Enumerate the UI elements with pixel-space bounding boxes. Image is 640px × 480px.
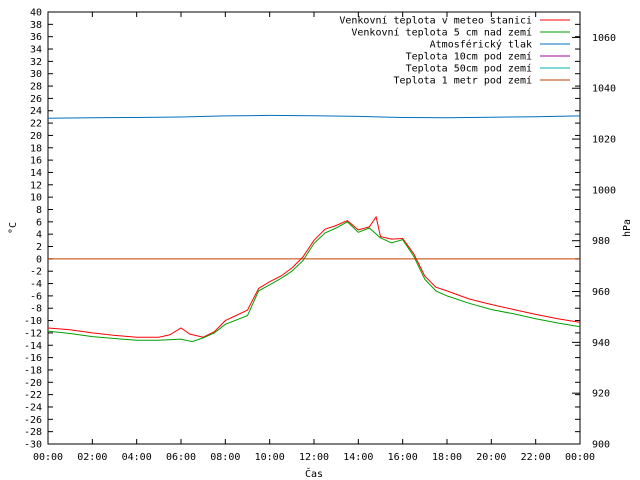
y-tick-label: 4 [36, 230, 42, 241]
x-tick-label: 14:00 [343, 452, 373, 463]
y2-tick-label: 980 [592, 236, 610, 247]
x-tick-label: 18:00 [432, 452, 462, 463]
y-tick-label: -8 [30, 304, 42, 315]
y-tick-label: -20 [24, 378, 42, 389]
y-tick-label: -30 [24, 440, 42, 451]
x-tick-label: 20:00 [476, 452, 506, 463]
y-tick-label: 8 [36, 205, 42, 216]
y-tick-label: -14 [24, 341, 42, 352]
x-tick-label: 10:00 [255, 452, 285, 463]
x-tick-label: 00:00 [565, 452, 595, 463]
y2-tick-label: 900 [592, 440, 610, 451]
x-tick-label: 22:00 [521, 452, 551, 463]
y-tick-label: 38 [30, 20, 42, 31]
y2-tick-label: 1040 [592, 84, 616, 95]
y-tick-label: 14 [30, 168, 42, 179]
y-tick-label: -10 [24, 316, 42, 327]
x-tick-label: 00:00 [33, 452, 63, 463]
x-axis: 00:00 02:00 04:00 06:00 08:00 10:00 12:00 14:00… [33, 12, 595, 463]
y-tick-label: 32 [30, 57, 42, 68]
y-tick-label: 10 [30, 193, 42, 204]
x-tick-label: 16:00 [388, 452, 418, 463]
series-line [47, 221, 581, 343]
y-tick-label: -12 [24, 328, 42, 339]
y-tick-label: 0 [36, 254, 42, 265]
x-tick-label: 04:00 [122, 452, 152, 463]
y2-tick-label: 920 [592, 389, 610, 400]
legend-label: Teplota 1 metr pod zemí [394, 75, 532, 87]
y2-tick-label: 940 [592, 338, 610, 349]
y-tick-label: 34 [30, 45, 42, 56]
y-tick-label: 30 [30, 69, 42, 80]
x-tick-label: 08:00 [210, 452, 240, 463]
y-tick-label: 20 [30, 131, 42, 142]
y-tick-label: 12 [30, 180, 42, 191]
y-tick-label: -24 [24, 402, 42, 413]
y-tick-label: 18 [30, 143, 42, 154]
y-tick-label: -4 [30, 279, 42, 290]
y-tick-label: 28 [30, 82, 42, 93]
y-tick-label: -16 [24, 353, 42, 364]
y2-tick-label: 1000 [592, 185, 616, 196]
series-line [47, 215, 581, 338]
y2-tick-label: 960 [592, 287, 610, 298]
x-tick-label: 02:00 [77, 452, 107, 463]
y-tick-label: 40 [30, 8, 42, 19]
y2-axis-label: hPa [622, 219, 633, 237]
x-axis-label: Čas [305, 467, 323, 480]
y-axis-right: 1060 1040 1020 1000 980 960 940 920 900 [572, 33, 616, 451]
series-lines [47, 114, 581, 343]
x-tick-label: 12:00 [299, 452, 329, 463]
y-tick-label: 16 [30, 156, 42, 167]
y-tick-label: -26 [24, 415, 42, 426]
y-tick-label: -6 [30, 291, 42, 302]
y-tick-label: -22 [24, 390, 42, 401]
y-tick-label: 2 [36, 242, 42, 253]
y-tick-label: 22 [30, 119, 42, 130]
y-axis-label: °C [8, 222, 19, 234]
y-tick-label: 24 [30, 106, 42, 117]
y-tick-label: -28 [24, 427, 42, 438]
y-tick-label: -2 [30, 267, 42, 278]
legend-label: Teplota 10cm pod zemí [406, 51, 532, 63]
legend-label: Atmosférický tlak [430, 39, 532, 51]
legend-label: Venkovní teplota 5 cm nad zemí [351, 27, 532, 39]
y-tick-label: 26 [30, 94, 42, 105]
y-tick-label: -18 [24, 365, 42, 376]
y-tick-label: 36 [30, 32, 42, 43]
legend-label: Venkovní teplota v meteo stanici [339, 15, 532, 27]
legend-label: Teplota 50cm pod zemí [406, 63, 532, 75]
y2-tick-label: 1060 [592, 33, 616, 44]
series-line [47, 114, 581, 119]
y-axis-left: 4038363432302826242220181614121086420-2-… [24, 8, 580, 451]
x-tick-label: 06:00 [166, 452, 196, 463]
y-tick-label: 6 [36, 217, 42, 228]
legend: Venkovní teplota v meteo staniciVenkovní… [339, 15, 570, 87]
y2-tick-label: 1020 [592, 135, 616, 146]
